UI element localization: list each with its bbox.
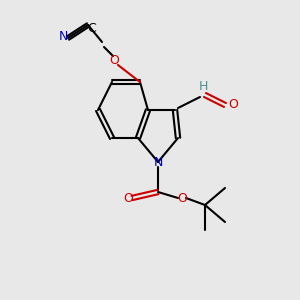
- Text: H: H: [198, 80, 208, 94]
- Text: O: O: [177, 191, 187, 205]
- Text: N: N: [153, 155, 163, 169]
- Text: O: O: [109, 53, 119, 67]
- Text: N: N: [58, 29, 68, 43]
- Text: O: O: [123, 191, 133, 205]
- Text: C: C: [88, 22, 96, 35]
- Text: O: O: [228, 98, 238, 112]
